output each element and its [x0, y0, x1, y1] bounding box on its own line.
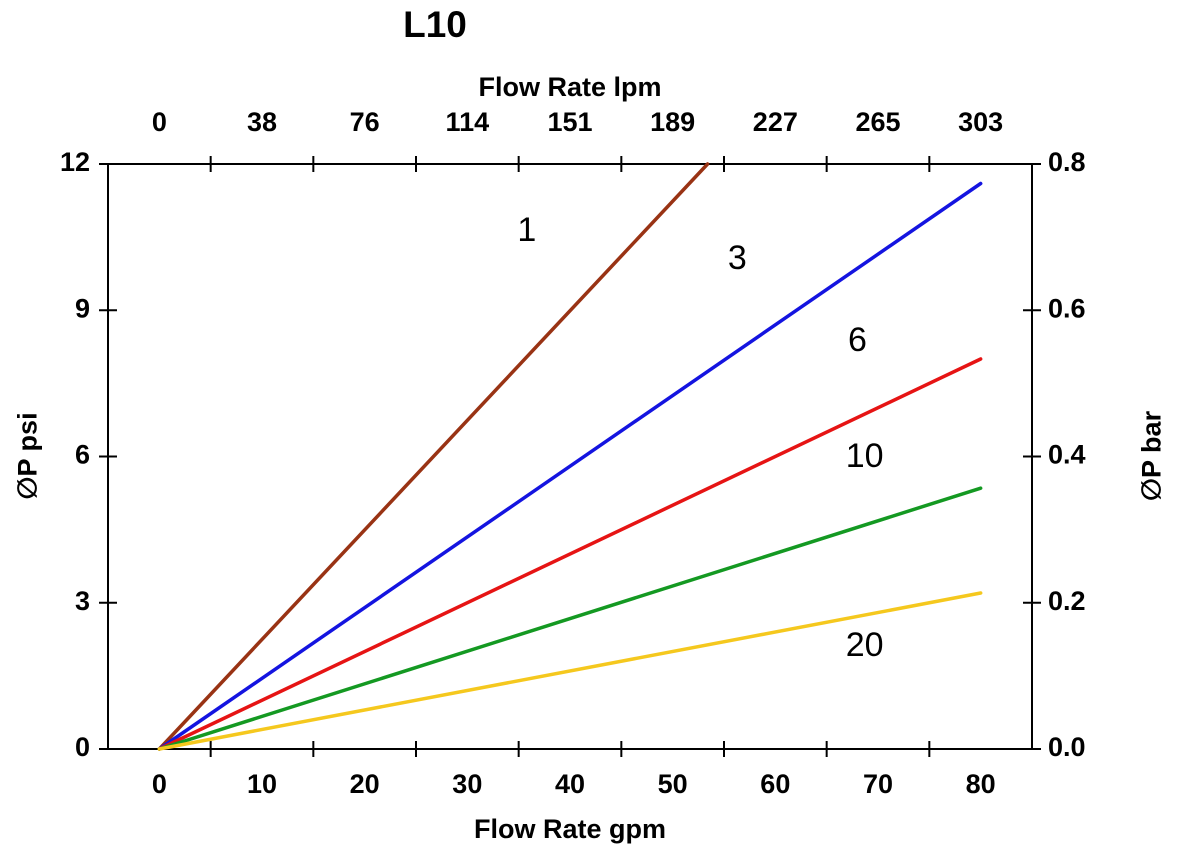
top-x-tick-label: 76 [350, 107, 380, 137]
series-label-20: 20 [846, 626, 884, 664]
right-y-tick-label: 0.2 [1048, 586, 1086, 616]
series-line-20 [157, 591, 983, 751]
bottom-x-tick-label: 20 [350, 769, 380, 799]
right-y-tick-label: 0.0 [1048, 732, 1086, 762]
chart-title: L10 [403, 4, 467, 45]
series-line-6 [157, 357, 983, 751]
top-x-tick-label: 265 [855, 107, 900, 137]
series-label-3: 3 [728, 239, 747, 277]
plot-frame [107, 163, 1033, 750]
bottom-x-tick-label: 50 [658, 769, 688, 799]
top-x-tick-label: 38 [247, 107, 277, 137]
bottom-x-tick-label: 30 [452, 769, 482, 799]
series-label-1: 1 [517, 211, 536, 249]
right-y-tick-label: 0.4 [1048, 440, 1086, 470]
top-x-tick-label: 189 [650, 107, 695, 137]
series-line-3 [157, 181, 983, 751]
left-y-tick-label: 3 [75, 586, 90, 616]
bottom-x-tick-label: 80 [966, 769, 996, 799]
top-x-tick-label: 303 [958, 107, 1003, 137]
right-y-tick-label: 0.6 [1048, 293, 1086, 323]
left-y-tick-label: 6 [75, 440, 90, 470]
top-x-tick-label: 0 [152, 107, 167, 137]
bottom-x-tick-label: 0 [152, 769, 167, 799]
right-y-tick-label: 0.8 [1048, 147, 1086, 177]
bottom-x-tick-label: 40 [555, 769, 585, 799]
bottom-x-tick-label: 70 [863, 769, 893, 799]
series-line-1 [157, 162, 710, 751]
top-x-tick-label: 227 [753, 107, 798, 137]
left-y-tick-label: 9 [75, 293, 90, 323]
left-y-tick-label: 0 [75, 732, 90, 762]
left-y-tick-label: 12 [60, 147, 90, 177]
bottom-axis-title: Flow Rate gpm [473, 814, 667, 844]
top-x-tick-label: 114 [446, 107, 490, 137]
series-line-10 [157, 486, 983, 751]
bottom-x-tick-label: 60 [760, 769, 790, 799]
top-axis-title: Flow Rate lpm [478, 72, 662, 102]
top-x-tick-label: 151 [547, 107, 592, 137]
series-label-10: 10 [846, 437, 884, 475]
series-label-6: 6 [848, 321, 867, 359]
bottom-x-tick-label: 10 [247, 769, 277, 799]
